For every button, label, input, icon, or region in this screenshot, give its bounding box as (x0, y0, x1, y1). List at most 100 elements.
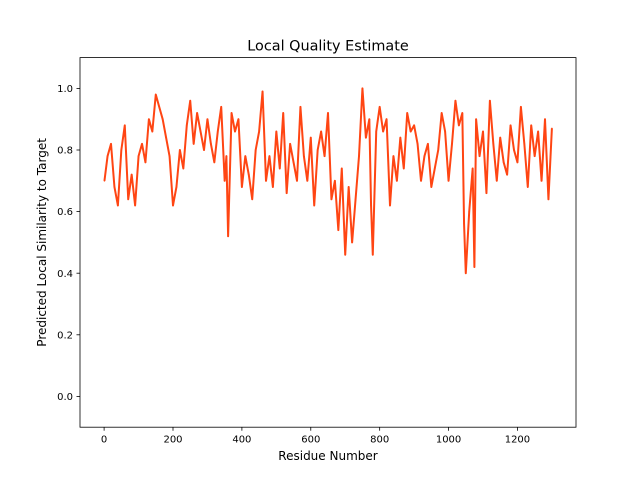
data-point (151, 130, 154, 133)
data-point (526, 186, 529, 188)
data-point (468, 210, 471, 213)
data-point (137, 155, 140, 157)
data-point (454, 99, 457, 102)
data-point (282, 112, 285, 114)
data-point (354, 198, 357, 201)
data-point (495, 180, 498, 182)
data-point (306, 180, 309, 182)
data-point (185, 124, 188, 127)
data-point (278, 167, 281, 170)
data-point (210, 143, 212, 145)
data-point (544, 118, 546, 120)
data-point (334, 180, 336, 182)
data-point (451, 143, 453, 145)
x-axis: 0 200 400 600 800 1000 1200 (101, 427, 530, 446)
data-point (154, 93, 157, 96)
data-point (464, 272, 467, 275)
y-axis: 0.0 0.2 0.4 0.6 0.8 1.0 (57, 84, 80, 403)
data-point (471, 167, 474, 170)
data-point (220, 106, 223, 108)
data-point (261, 90, 264, 93)
data-point (234, 130, 236, 133)
data-point (299, 106, 302, 108)
data-point (309, 136, 312, 139)
data-point (199, 130, 202, 133)
data-point (520, 106, 522, 108)
data-point (485, 192, 488, 194)
data-point (196, 112, 198, 114)
data-point (254, 149, 257, 151)
data-point (475, 118, 477, 120)
data-point (313, 204, 316, 207)
data-point (502, 161, 505, 164)
data-point (182, 167, 185, 170)
data-point (203, 149, 205, 151)
data-point (416, 143, 419, 145)
data-point (551, 127, 553, 130)
data-point (513, 149, 515, 151)
y-tick-label: 1.0 (57, 84, 73, 95)
y-tick-label: 0.4 (57, 269, 73, 280)
data-point (225, 155, 228, 157)
plot-frame (79, 57, 577, 428)
data-point (392, 155, 395, 157)
data-point (134, 204, 136, 207)
data-point (289, 143, 291, 145)
data-point (223, 180, 226, 182)
data-point (547, 198, 550, 201)
data-point (499, 136, 502, 139)
data-point (492, 143, 495, 145)
data-point (389, 204, 391, 207)
x-tick-label: 0 (101, 435, 107, 446)
data-point (382, 130, 384, 133)
data-point (337, 229, 340, 231)
y-tick-label: 0.0 (57, 392, 73, 403)
data-point (237, 118, 240, 120)
data-point (406, 112, 409, 114)
data-point (430, 186, 433, 188)
data-point (175, 186, 178, 188)
data-point (375, 130, 378, 133)
data-point (478, 155, 481, 157)
data-point (130, 173, 133, 176)
data-point (296, 180, 298, 182)
data-point (433, 167, 436, 170)
data-point (230, 112, 233, 114)
data-point (423, 155, 426, 157)
data-point (189, 99, 192, 102)
data-point (158, 106, 161, 108)
data-point (113, 186, 116, 188)
data-point (165, 136, 167, 139)
chart-title: Local Quality Estimate (247, 39, 409, 55)
data-point (458, 124, 460, 127)
data-point (268, 155, 271, 157)
data-point (509, 124, 512, 127)
data-point (409, 130, 412, 133)
data-point (303, 155, 305, 157)
data-point (489, 99, 491, 102)
x-tick-label: 1000 (436, 435, 461, 446)
data-point (258, 130, 260, 133)
data-point (123, 124, 126, 127)
data-point (265, 180, 267, 182)
data-point (327, 112, 329, 114)
data-point (482, 130, 484, 133)
data-point (540, 180, 543, 182)
data-point (141, 143, 143, 145)
data-point (413, 124, 415, 127)
series-layer (103, 87, 553, 275)
data-point (161, 118, 164, 120)
data-point (227, 235, 229, 238)
data-point (316, 149, 319, 151)
data-point (358, 155, 360, 157)
data-point (385, 118, 388, 120)
data-point (285, 192, 288, 194)
data-point (371, 253, 374, 256)
data-point (533, 155, 536, 157)
data-point (144, 161, 147, 164)
data-point (120, 149, 123, 151)
x-tick-label: 600 (301, 435, 320, 446)
data-point (440, 112, 443, 114)
